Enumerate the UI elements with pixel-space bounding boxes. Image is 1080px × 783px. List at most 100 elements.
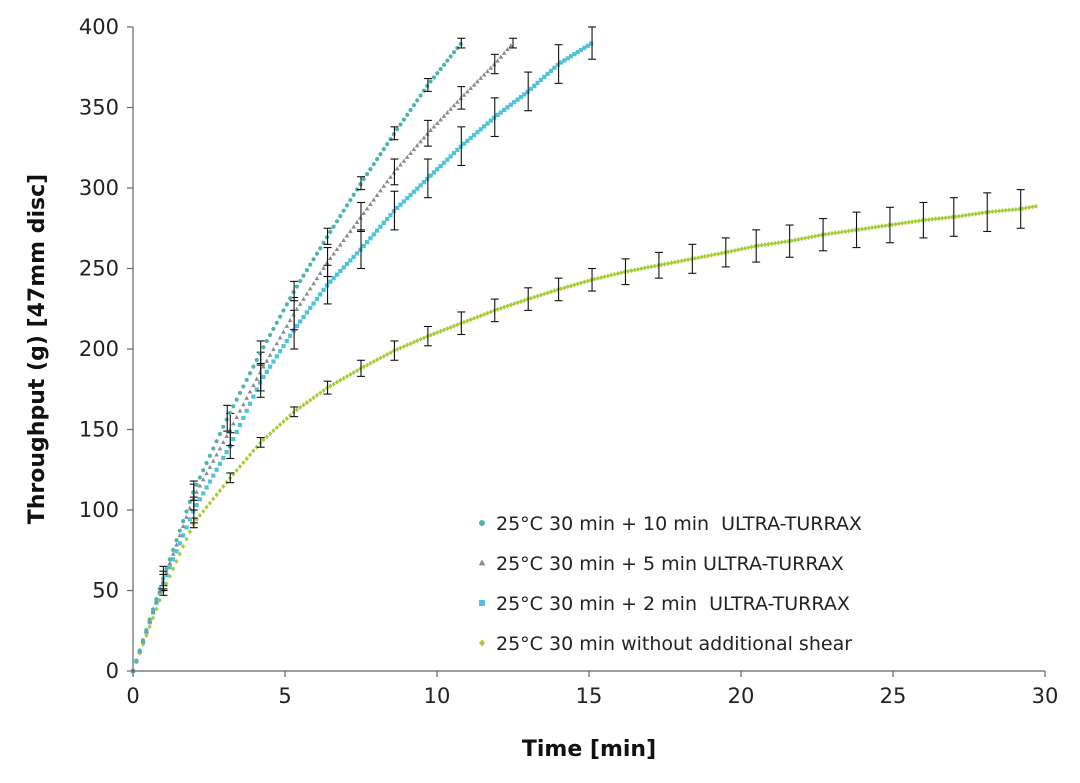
error-bar — [852, 211, 861, 249]
data-point — [702, 253, 707, 259]
data-point — [281, 343, 286, 349]
data-point — [789, 238, 794, 244]
data-point — [294, 323, 299, 329]
error-bar — [423, 158, 432, 199]
data-point — [378, 224, 383, 229]
data-point — [381, 183, 387, 188]
data-point — [271, 326, 276, 331]
data-point — [201, 491, 206, 496]
data-point — [722, 250, 727, 256]
data-point — [896, 221, 901, 227]
data-point — [344, 261, 350, 267]
error-bar — [357, 229, 365, 270]
data-point — [211, 496, 216, 502]
legend-label: 25°C 30 min without additional shear — [496, 633, 852, 655]
error-bar — [290, 406, 299, 418]
data-point — [589, 41, 594, 46]
data-point — [428, 173, 433, 178]
data-point — [428, 127, 433, 133]
data-point — [940, 215, 945, 221]
data-point — [247, 401, 253, 406]
data-point — [278, 349, 283, 354]
data-point — [314, 296, 320, 302]
data-point — [268, 431, 273, 437]
data-point — [181, 519, 186, 524]
data-point — [221, 455, 226, 461]
data-point — [181, 533, 186, 538]
data-point — [241, 402, 246, 407]
data-point — [361, 243, 366, 249]
data-point — [592, 276, 597, 282]
data-point — [431, 170, 437, 175]
data-point — [829, 230, 834, 236]
data-point — [1017, 206, 1022, 212]
data-point — [900, 220, 905, 226]
data-point — [167, 573, 172, 579]
data-point — [217, 446, 223, 451]
x-axis-title: Time [min] — [522, 737, 656, 762]
data-point — [204, 470, 209, 476]
data-point — [338, 242, 343, 247]
data-point — [298, 278, 303, 284]
data-point — [334, 379, 340, 385]
data-point — [351, 192, 356, 197]
data-point — [364, 206, 370, 211]
data-point — [341, 375, 346, 381]
data-point — [612, 271, 617, 277]
data-point — [395, 127, 400, 132]
data-point — [445, 157, 450, 162]
data-point — [421, 180, 427, 185]
data-point — [331, 381, 336, 387]
data-point — [351, 254, 356, 260]
y-axis-title: Throughput (g) [47mm disc] — [25, 174, 50, 524]
data-point — [966, 212, 972, 218]
y-tick-label: 50 — [92, 579, 119, 603]
data-point — [782, 239, 788, 245]
data-point — [398, 162, 403, 167]
data-point — [585, 278, 590, 284]
data-point — [522, 92, 527, 97]
data-point — [512, 301, 517, 307]
data-point — [649, 264, 654, 270]
data-point — [739, 246, 744, 252]
data-point — [288, 333, 293, 338]
data-point — [304, 268, 309, 273]
data-point — [284, 338, 289, 344]
data-point — [488, 309, 493, 315]
data-point — [331, 251, 336, 256]
error-bar — [457, 86, 466, 110]
legend-label: 25°C 30 min + 5 min ULTRA-TURRAX — [496, 553, 844, 575]
data-point — [171, 566, 176, 572]
data-point — [308, 397, 313, 403]
data-point — [943, 215, 948, 221]
data-point — [271, 428, 276, 434]
data-point — [970, 211, 975, 217]
error-bar — [554, 277, 563, 302]
data-point — [488, 65, 494, 70]
data-point — [803, 235, 808, 241]
data-point — [167, 565, 172, 570]
data-point — [361, 210, 367, 215]
data-point — [288, 412, 293, 418]
data-point — [562, 58, 567, 63]
data-point — [251, 382, 256, 388]
data-point — [411, 146, 417, 152]
error-bar — [390, 190, 399, 231]
error-bar — [357, 359, 365, 377]
data-point — [207, 453, 213, 458]
data-point — [301, 296, 306, 301]
data-point — [211, 473, 216, 478]
data-point — [893, 221, 898, 227]
data-point — [615, 271, 620, 277]
data-point — [796, 236, 801, 242]
data-point — [177, 533, 183, 538]
data-point — [244, 395, 250, 400]
legend-marker — [478, 559, 486, 566]
data-point — [278, 314, 283, 319]
data-point — [856, 227, 861, 233]
data-point — [184, 525, 189, 530]
data-point — [174, 538, 179, 543]
data-point — [378, 355, 383, 361]
data-point — [629, 268, 634, 274]
